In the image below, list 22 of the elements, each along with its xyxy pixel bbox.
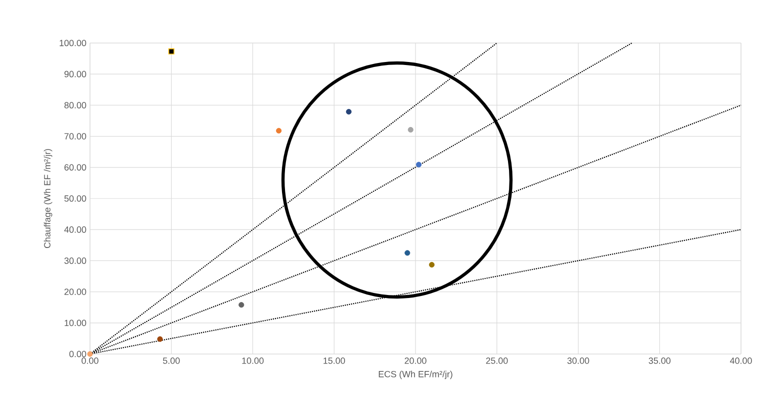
- y-tick-label: 10.00: [64, 320, 86, 326]
- y-tick-label: 50.00: [64, 195, 86, 202]
- y-tick-label: 100.00: [60, 40, 86, 46]
- x-tick-label: 20.00: [404, 358, 426, 364]
- x-tick-label: 40.00: [730, 358, 752, 364]
- x-tick-label: 10.00: [242, 358, 264, 364]
- y-tick-label: 40.00: [64, 226, 86, 233]
- x-tick-label: 30.00: [567, 358, 590, 364]
- x-tick-label: 35.00: [648, 358, 670, 364]
- y-tick-label: 70.00: [64, 133, 86, 140]
- x-tick-label: 25.00: [486, 358, 508, 364]
- y-tick-label: 20.00: [64, 288, 86, 295]
- x-tick-label: 15.00: [324, 358, 345, 364]
- y-tick-label: 60.00: [64, 164, 86, 171]
- y-tick-label: 80.00: [64, 102, 86, 108]
- y-tick-label: 90.00: [64, 70, 86, 78]
- y-axis-title: Chauffage (Wh EF /m²/jr): [44, 149, 52, 248]
- x-axis-title: ECS (Wh EF/m²/jr): [378, 370, 452, 380]
- y-tick-label: 30.00: [64, 258, 86, 264]
- x-tick-label: 0.00: [82, 358, 98, 364]
- x-tick-label: 5.00: [163, 358, 180, 364]
- y-tick-label: 0.00: [69, 350, 86, 358]
